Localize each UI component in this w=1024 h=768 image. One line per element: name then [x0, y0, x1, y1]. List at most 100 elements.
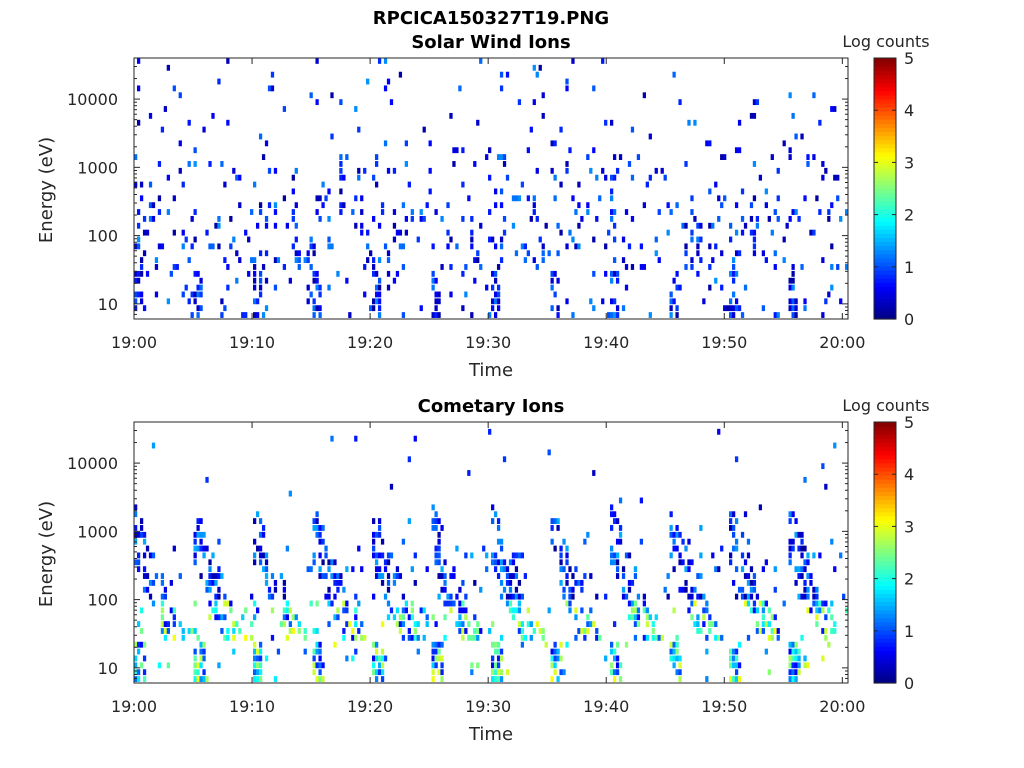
heatmap-cell: [702, 614, 706, 621]
heatmap-cell: [508, 579, 513, 586]
heatmap-cell: [532, 64, 536, 71]
colorbar-frame: [873, 57, 897, 320]
heatmap-cell: [496, 538, 501, 545]
heatmap-cell: [818, 607, 822, 614]
colorbar-segment: [874, 670, 896, 676]
heatmap-cell: [363, 291, 367, 298]
heatmap-cell: [282, 593, 287, 600]
heatmap-cell: [407, 628, 411, 634]
heatmap-cell: [797, 573, 801, 579]
heatmap-cell: [508, 559, 513, 566]
heatmap-cell: [803, 305, 807, 312]
heatmap-cell: [761, 566, 765, 573]
heatmap-cell: [565, 579, 569, 586]
heatmap-cell: [354, 593, 358, 600]
heatmap-cell: [612, 236, 617, 243]
heatmap-cell: [559, 552, 563, 559]
heatmap-cell: [675, 545, 679, 552]
heatmap-cell: [470, 229, 474, 236]
heatmap-cell: [499, 579, 504, 586]
heatmap-cell: [788, 655, 792, 662]
heatmap-cell: [354, 106, 358, 112]
heatmap-cell: [499, 538, 504, 545]
heatmap-cell: [812, 92, 816, 99]
heatmap-cell: [181, 229, 185, 236]
heatmap-cell: [136, 669, 141, 676]
heatmap-cell: [788, 511, 792, 518]
heatmap-cell: [226, 600, 230, 607]
heatmap-cell: [190, 312, 194, 318]
colorbar-segment: [874, 274, 896, 279]
heatmap-cell: [282, 106, 287, 112]
heatmap-cell: [372, 545, 376, 552]
heatmap-cell: [645, 607, 649, 614]
heatmap-cell: [788, 648, 792, 655]
heatmap-cell: [321, 525, 325, 531]
heatmap-cell: [315, 628, 319, 634]
heatmap-cell: [473, 628, 477, 634]
heatmap-cell: [678, 676, 682, 682]
heatmap-cell: [729, 662, 733, 669]
heatmap-cell: [577, 243, 581, 250]
heatmap-cell: [726, 305, 730, 312]
heatmap-cell: [193, 669, 197, 676]
heatmap-cell: [672, 298, 676, 305]
heatmap-cell: [193, 655, 197, 662]
heatmap-cell: [621, 586, 626, 593]
heatmap-cell: [437, 669, 441, 676]
heatmap-cell: [273, 209, 278, 215]
heatmap-cell: [553, 270, 557, 277]
heatmap-cell: [669, 648, 673, 655]
heatmap-cell: [511, 593, 516, 600]
heatmap-cell: [559, 559, 563, 566]
heatmap-cell: [193, 662, 197, 669]
heatmap-cell: [470, 669, 474, 676]
heatmap-cell: [372, 298, 376, 305]
heatmap-cell: [446, 593, 450, 600]
heatmap-cell: [196, 284, 200, 291]
heatmap-cell: [571, 58, 575, 64]
heatmap-cell: [791, 312, 795, 318]
heatmap-cell: [264, 552, 269, 559]
heatmap-cell: [136, 566, 141, 573]
heatmap-cell: [291, 174, 295, 181]
heatmap-cell: [699, 552, 703, 559]
heatmap-cell: [169, 579, 173, 586]
heatmap-cell: [749, 229, 754, 236]
heatmap-cell: [669, 552, 673, 559]
heatmap-cell: [696, 573, 700, 579]
axes-frame: [133, 57, 849, 320]
heatmap-cell: [672, 545, 676, 552]
heatmap-cell: [312, 298, 316, 305]
heatmap-cell: [190, 628, 194, 634]
heatmap-cell: [520, 641, 525, 648]
heatmap-cell: [511, 552, 516, 559]
colorbar-segment: [874, 666, 896, 672]
heatmap-cell: [833, 621, 837, 628]
colorbar-segment: [874, 314, 896, 320]
heatmap-cell: [145, 586, 150, 593]
heatmap-cell: [499, 634, 504, 641]
heatmap-cell: [386, 284, 391, 291]
heatmap-cell: [520, 634, 525, 641]
heatmap-cell: [172, 85, 176, 92]
heatmap-cell: [437, 655, 441, 662]
y-tick-label: 10000: [67, 454, 118, 473]
colorbar-segment: [874, 642, 896, 647]
heatmap-cell: [678, 655, 682, 662]
heatmap-cell: [734, 298, 739, 305]
heatmap-cell: [208, 600, 212, 607]
heatmap-cell: [437, 291, 441, 298]
heatmap-cell: [446, 243, 450, 250]
heatmap-cell: [794, 566, 798, 573]
heatmap-cell: [142, 250, 147, 257]
heatmap-cell: [372, 669, 376, 676]
heatmap-cell: [544, 641, 548, 648]
heatmap-cell: [654, 236, 658, 243]
heatmap-cell: [621, 236, 626, 243]
y-tick-label: 100: [87, 591, 118, 610]
heatmap-cell: [261, 154, 266, 160]
heatmap-cell: [770, 154, 774, 160]
colorbar-segment: [874, 200, 896, 206]
heatmap-cell: [788, 518, 792, 524]
